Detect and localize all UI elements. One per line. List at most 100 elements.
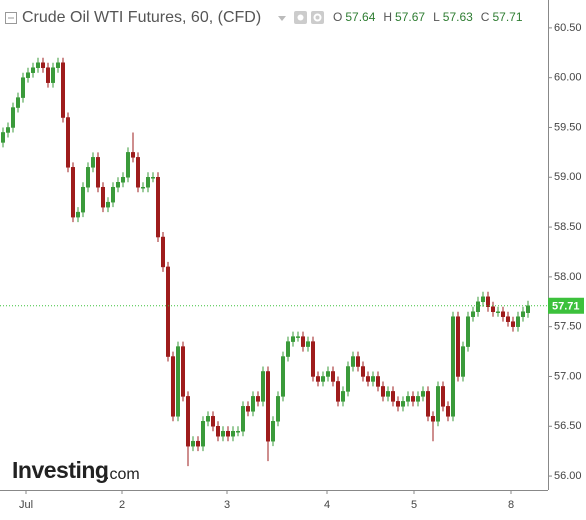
legend-value: 57.63 (443, 10, 473, 24)
candle-body (356, 356, 360, 367)
candle-body (291, 336, 295, 342)
candle-body (476, 301, 480, 312)
x-tick-label: 8 (508, 499, 514, 511)
candle-body (191, 440, 195, 447)
candle-body (461, 346, 465, 377)
candle-body (216, 426, 220, 437)
candle-body (311, 341, 315, 377)
candle-body (341, 391, 345, 402)
candle-body (226, 430, 230, 437)
candle-body (1, 132, 5, 143)
chart-title: Crude Oil WTI Futures, 60, (CFD) (22, 9, 261, 26)
candle-body (231, 430, 235, 437)
dropdown-arrow[interactable] (278, 16, 286, 21)
candle-body (246, 406, 250, 412)
candle-body (326, 371, 330, 377)
candle-body (336, 381, 340, 402)
candle-body (426, 391, 430, 417)
collapse-icon[interactable] (5, 12, 17, 24)
candle-body (486, 296, 490, 307)
candle-body (286, 341, 290, 357)
candle-body (261, 371, 265, 402)
candle-body (331, 371, 335, 382)
candle-body (206, 416, 210, 422)
y-tick-label: 56.00 (554, 470, 582, 482)
candle-body (166, 266, 170, 357)
x-tick-label: 4 (324, 499, 330, 511)
candle-body (386, 391, 390, 397)
candle-body (241, 406, 245, 432)
candle-body (351, 356, 355, 367)
candle-body (106, 201, 110, 208)
candle-body (431, 416, 435, 422)
candle-body (421, 391, 425, 397)
candle-body (136, 157, 140, 188)
candle-body (256, 396, 260, 402)
candle-body (31, 67, 35, 73)
candle-body (116, 182, 120, 188)
candle-body (416, 396, 420, 402)
candle-body (306, 341, 310, 347)
candle-body (506, 316, 510, 322)
candle-body (441, 386, 445, 407)
candle-body (41, 62, 45, 68)
settings-icon[interactable] (311, 11, 324, 24)
candle-body (296, 336, 300, 338)
candle-body (516, 316, 520, 327)
candle-body (131, 152, 135, 158)
legend-label: O (333, 10, 342, 24)
candle-body (101, 186, 105, 208)
y-tick-label: 58.50 (554, 221, 582, 233)
candle-body (81, 186, 85, 213)
x-tick-label: 2 (119, 499, 125, 511)
candle-body (321, 376, 325, 382)
candle-body (301, 336, 305, 347)
last-price-box (548, 297, 584, 314)
candle-body (11, 107, 15, 128)
candle-body (491, 306, 495, 312)
y-tick-label: 58.00 (554, 271, 582, 283)
last-price-label: 57.71 (552, 301, 580, 313)
candle-body (21, 77, 25, 98)
candle-body (171, 356, 175, 417)
candle-body (151, 177, 155, 179)
candle-body (496, 311, 500, 313)
candle-body (456, 316, 460, 377)
y-tick-label: 59.00 (554, 171, 582, 183)
settings-icon-gear (313, 13, 322, 22)
candle-body (391, 391, 395, 402)
candle-body (376, 376, 380, 387)
legend-label: H (383, 10, 392, 24)
x-tick-label: 5 (411, 499, 417, 511)
x-tick-label: Jul (19, 499, 33, 511)
candle-body (161, 236, 165, 268)
candle-body (346, 366, 350, 392)
candle-body (96, 157, 100, 188)
legend-label: C (481, 10, 490, 24)
candle-body (51, 67, 55, 83)
y-tick-label: 56.50 (554, 420, 582, 432)
candle-body (86, 167, 90, 188)
candle-body (271, 421, 275, 442)
candle-body (281, 356, 285, 397)
candle-body (141, 186, 145, 189)
candle-body (26, 72, 30, 78)
candle-body (471, 311, 475, 317)
legend-value: 57.64 (345, 10, 375, 24)
logo-brand: Investing (12, 457, 108, 483)
candle-body (501, 311, 505, 317)
candle-body (236, 430, 240, 433)
candle-body (36, 62, 40, 68)
legend-label: L (433, 10, 440, 24)
eye-icon-pupil (297, 14, 304, 21)
candle-body (396, 401, 400, 407)
candle-body (276, 396, 280, 422)
candle-body (76, 211, 80, 218)
candle-body (196, 440, 200, 447)
candle-body (71, 167, 75, 218)
candle-body (316, 376, 320, 382)
candle-body (186, 396, 190, 447)
candle-body (91, 157, 95, 168)
